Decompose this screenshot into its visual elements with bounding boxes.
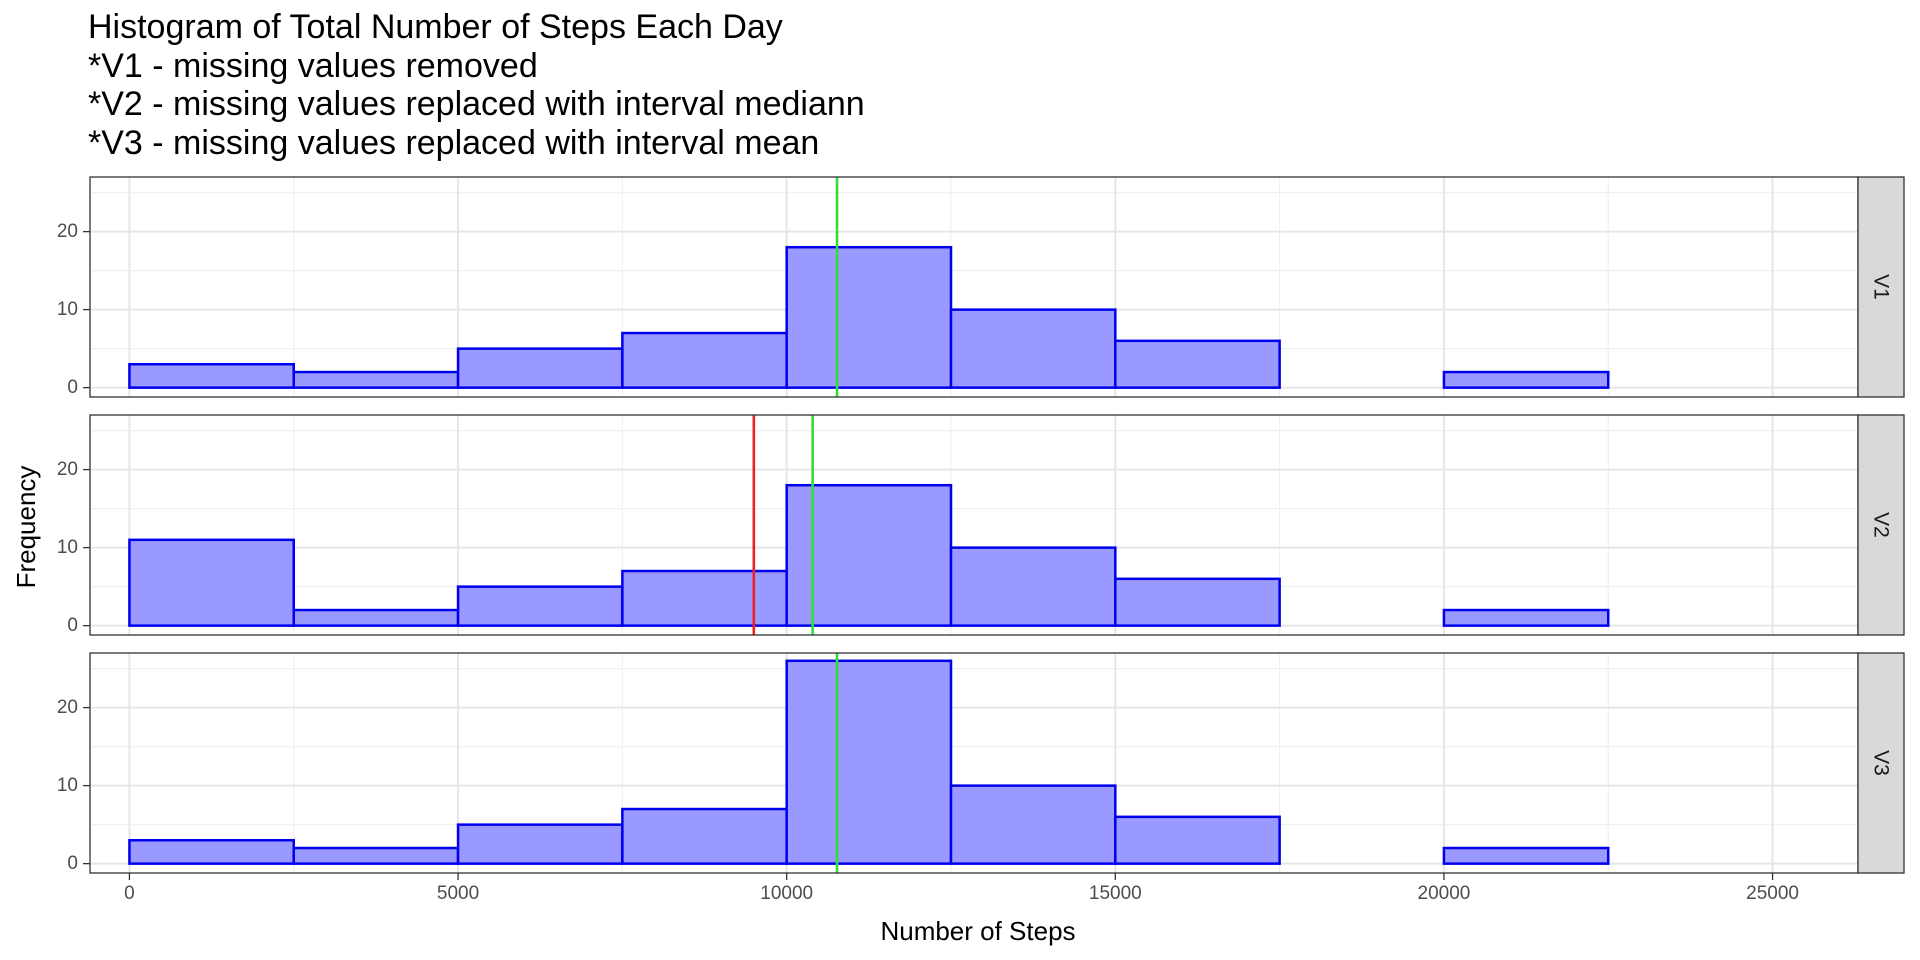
facet-strip — [1857, 414, 1905, 636]
subtitle-line-v1: *V1 - missing values removed — [88, 46, 538, 85]
x-tick-label: 0 — [124, 883, 135, 904]
histogram-bar — [456, 585, 624, 627]
histogram-bar — [456, 347, 624, 389]
histogram-bar — [621, 807, 788, 865]
histogram-bar — [785, 245, 953, 389]
y-tick-label: 10 — [57, 775, 78, 796]
chart-title: Histogram of Total Number of Steps Each … — [88, 8, 865, 162]
y-tick-label: 0 — [67, 853, 78, 874]
histogram-bar — [128, 838, 295, 865]
histogram-bar — [1442, 846, 1610, 865]
title-line: Histogram of Total Number of Steps Each … — [88, 8, 783, 46]
histogram-bar — [128, 362, 295, 389]
histogram-bar — [949, 308, 1117, 389]
histogram-bar — [1442, 370, 1610, 389]
x-tick-label: 5000 — [437, 883, 479, 904]
histogram-bar — [785, 659, 953, 865]
facet-strip-label: V1 — [1870, 274, 1893, 300]
histogram-bar — [1114, 339, 1281, 389]
histogram-bar — [456, 823, 624, 865]
subtitle-line-v3: *V3 - missing values replaced with inter… — [88, 123, 820, 162]
x-tick-label: 25000 — [1746, 883, 1799, 904]
y-tick-label: 20 — [57, 459, 78, 480]
y-tick-label: 0 — [67, 615, 78, 636]
y-tick-label: 0 — [67, 377, 78, 398]
histogram-bar — [292, 370, 460, 389]
y-tick-label: 20 — [57, 221, 78, 242]
x-tick-label: 15000 — [1089, 883, 1142, 904]
histogram-bar — [1442, 608, 1610, 627]
y-tick-label: 20 — [57, 697, 78, 718]
x-tick-label: 10000 — [760, 883, 813, 904]
facet-strip — [1857, 176, 1905, 398]
histogram-bar — [621, 569, 788, 627]
histogram-bar — [621, 331, 788, 389]
histogram-bar — [785, 483, 953, 627]
x-axis-title: Number of Steps — [880, 916, 1075, 946]
histogram-bar — [128, 538, 295, 627]
facet-strip-label: V2 — [1870, 512, 1893, 538]
histogram-bar — [949, 784, 1117, 865]
histogram-bar — [1114, 577, 1281, 627]
facet-strip — [1857, 652, 1905, 874]
histogram-bar — [292, 846, 460, 865]
histogram-bar — [949, 546, 1117, 627]
x-tick-label: 20000 — [1418, 883, 1471, 904]
histogram-bar — [292, 608, 460, 627]
facet-strip-label: V3 — [1870, 750, 1893, 776]
y-tick-label: 10 — [57, 537, 78, 558]
histogram-bar — [1114, 815, 1281, 865]
subtitle-line-v2: *V2 - missing values replaced with inter… — [88, 85, 865, 123]
y-tick-label: 10 — [57, 299, 78, 320]
y-axis-title: Frequency — [11, 466, 41, 589]
